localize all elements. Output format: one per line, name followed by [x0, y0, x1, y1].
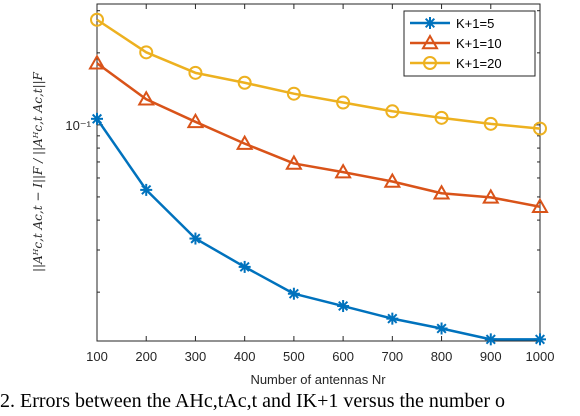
- legend-entry: K+1=5: [410, 16, 494, 31]
- data-point: [533, 121, 547, 136]
- data-point: [531, 197, 549, 213]
- x-tick-label: 100: [86, 349, 108, 364]
- data-point: [91, 112, 103, 125]
- x-tick-label: 800: [431, 349, 453, 364]
- data-point: [90, 12, 104, 27]
- data-point: [334, 163, 352, 179]
- data-point: [88, 54, 106, 70]
- asterisk-stroke: [338, 301, 349, 312]
- asterisk-stroke: [485, 334, 496, 345]
- x-tick-label: 600: [332, 349, 354, 364]
- x-tick-label: 200: [135, 349, 157, 364]
- x-tick-label: 700: [381, 349, 403, 364]
- asterisk-stroke: [534, 334, 546, 345]
- legend: K+1=5 K+1=10 K+1=20: [403, 10, 536, 77]
- data-point: [189, 232, 202, 245]
- data-point: [285, 154, 303, 170]
- data-point: [421, 33, 439, 50]
- figure-caption: 2. Errors between the AHc,tAc,t and IK+1…: [0, 390, 506, 412]
- data-point: [235, 134, 254, 150]
- y-axis-label-group: ||Aᴴc,t Ac,t − I||F / ||Aᴴc,t Ac,t||F: [31, 71, 45, 272]
- asterisk-stroke: [288, 288, 299, 299]
- series-line: [96, 18, 541, 130]
- asterisk-stroke: [436, 323, 447, 334]
- asterisk-stroke: [239, 261, 250, 272]
- series-line: [96, 62, 541, 208]
- legend-label: K+1=20: [456, 56, 502, 71]
- data-point: [435, 322, 448, 335]
- asterisk-stroke: [141, 184, 152, 195]
- x-tick-label: 500: [283, 349, 305, 364]
- data-point: [287, 287, 300, 300]
- x-tick-label: 300: [185, 349, 207, 364]
- series-2: [88, 54, 549, 213]
- data-point: [383, 172, 402, 188]
- data-point: [424, 17, 436, 29]
- data-point: [483, 116, 498, 131]
- x-axis-label: Number of antennas Nr: [250, 372, 386, 387]
- x-tick-label: 400: [234, 349, 256, 364]
- asterisk-stroke: [424, 17, 436, 29]
- data-point: [238, 260, 251, 273]
- data-point: [237, 75, 252, 90]
- series-line: [95, 118, 540, 341]
- series-1: [91, 112, 546, 346]
- x-tick-label: 900: [480, 349, 502, 364]
- asterisk-stroke: [91, 113, 103, 124]
- y-tick-label: 10⁻¹: [65, 118, 91, 133]
- series-3: [90, 12, 547, 136]
- data-point: [137, 90, 155, 106]
- series-layer: [88, 12, 549, 346]
- data-point: [386, 312, 399, 325]
- data-point: [139, 45, 154, 60]
- data-point: [286, 86, 301, 101]
- legend-entry: K+1=20: [410, 56, 502, 71]
- asterisk-stroke: [190, 233, 201, 244]
- data-point: [432, 184, 451, 200]
- legend-entry: K+1=10: [410, 33, 502, 51]
- y-axis-label: ||Aᴴc,t Ac,t − I||F / ||Aᴴc,t Ac,t||F: [31, 71, 45, 272]
- data-point: [434, 110, 449, 125]
- line-chart: 100 200 300 400 500 600 700 800 900 1000 10⁻¹ K+1=…: [31, 3, 554, 387]
- axis-ticks: 100 200 300 400 500 600 700 800 900 1000 10⁻¹: [65, 4, 554, 364]
- data-point: [534, 333, 546, 346]
- x-tick-label: 1000: [526, 349, 555, 364]
- data-point: [140, 183, 153, 196]
- data-point: [423, 56, 437, 70]
- data-point: [186, 112, 205, 129]
- data-point: [337, 300, 350, 313]
- data-point: [188, 65, 203, 80]
- asterisk-stroke: [387, 313, 398, 324]
- data-point: [484, 333, 497, 346]
- legend-label: K+1=5: [456, 16, 494, 31]
- legend-label: K+1=10: [456, 36, 502, 51]
- data-point: [336, 95, 351, 110]
- data-point: [385, 104, 400, 119]
- data-point: [482, 188, 500, 204]
